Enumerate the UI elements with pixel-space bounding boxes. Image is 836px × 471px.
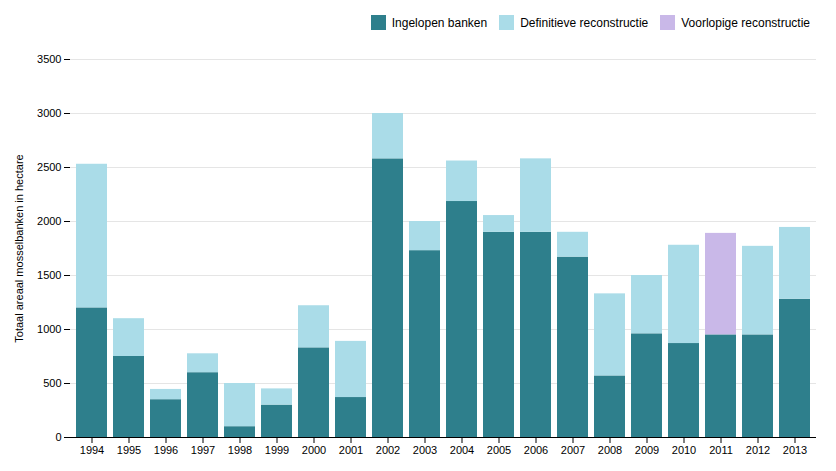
svg-text:3500: 3500: [37, 53, 61, 65]
svg-text:2006: 2006: [524, 444, 548, 456]
svg-text:1997: 1997: [191, 444, 215, 456]
svg-text:2002: 2002: [376, 444, 400, 456]
svg-text:2001: 2001: [339, 444, 363, 456]
svg-text:1998: 1998: [228, 444, 252, 456]
svg-text:2009: 2009: [635, 444, 659, 456]
svg-text:2005: 2005: [487, 444, 511, 456]
html-text:Definitieve reconstructie: Definitieve reconstructie: [520, 15, 649, 30]
svg-text:500: 500: [43, 377, 61, 389]
svg-text:2004: 2004: [450, 444, 474, 456]
svg-text:3000: 3000: [37, 107, 61, 119]
svg-text:1500: 1500: [37, 269, 61, 281]
svg-text:1999: 1999: [265, 444, 289, 456]
svg-text:2008: 2008: [598, 444, 622, 456]
html-text:Voorlopige reconstructie: Voorlopige reconstructie: [681, 15, 810, 30]
svg-text:2012: 2012: [746, 444, 770, 456]
svg-text:2003: 2003: [413, 444, 437, 456]
svg-text:2500: 2500: [37, 161, 61, 173]
svg-text:2011: 2011: [709, 444, 733, 456]
svg-text:2010: 2010: [672, 444, 696, 456]
svg-text:1994: 1994: [80, 444, 104, 456]
svg-text:Totaal areaal mosselbanken in: Totaal areaal mosselbanken in hectare: [13, 154, 25, 342]
html-text:Ingelopen banken: Ingelopen banken: [391, 15, 488, 30]
svg-text:2007: 2007: [561, 444, 585, 456]
svg-text:2013: 2013: [783, 444, 807, 456]
svg-text:2000: 2000: [37, 215, 61, 227]
svg-text:1995: 1995: [117, 444, 141, 456]
svg-text:0: 0: [55, 431, 61, 443]
svg-text:1000: 1000: [37, 323, 61, 335]
svg-text:2000: 2000: [302, 444, 326, 456]
svg-text:1996: 1996: [154, 444, 178, 456]
